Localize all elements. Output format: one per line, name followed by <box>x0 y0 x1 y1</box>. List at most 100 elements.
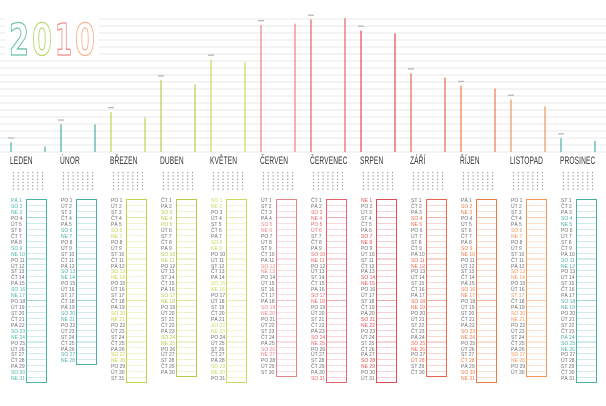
day-label: PÁ 8 <box>461 239 472 246</box>
day-label: PÁ 26 <box>511 346 525 353</box>
day-label: ČT 14 <box>461 275 475 282</box>
day-label: NE 31 <box>11 376 25 383</box>
notes-box <box>326 199 347 384</box>
year-digit: 0 <box>32 15 52 66</box>
day-label: ČT 1 <box>311 198 322 205</box>
day-label: NE 5 <box>561 222 573 229</box>
day-label: PO 2 <box>361 204 373 211</box>
day-label: SO 26 <box>261 346 276 353</box>
day-label: NE 16 <box>211 287 225 294</box>
day-label: ST 10 <box>61 251 75 258</box>
day-label: PÁ 15 <box>461 281 475 288</box>
day-label: SO 16 <box>11 287 26 294</box>
day-label: ST 15 <box>411 281 425 288</box>
day-label: PÁ 11 <box>261 257 275 264</box>
month-column: LEDEN PÁ 1 SO 2 NE 3 PO 4 ÚT 5 ST 6 ČT 7 PÁ 8 SO … <box>10 0 60 406</box>
day-label: ÚT 6 <box>311 227 322 234</box>
day-label: SO 18 <box>411 299 426 306</box>
day-label: NE 5 <box>411 222 423 229</box>
day-label: ÚT 1 <box>261 198 272 205</box>
day-label: PO 27 <box>411 352 426 359</box>
day-label: ČT 30 <box>411 370 425 377</box>
day-label: PO 8 <box>111 239 123 246</box>
day-label: ČT 2 <box>411 204 422 211</box>
day-label: ÚT 25 <box>211 340 225 347</box>
month-name: LISTOPAD <box>510 155 543 167</box>
day-label: SO 10 <box>161 251 176 258</box>
day-label: PO 13 <box>561 269 576 276</box>
day-label: ČT 23 <box>561 328 575 335</box>
day-label: ÚT 7 <box>411 233 422 240</box>
day-label: SO 24 <box>311 334 326 341</box>
day-label: SO 7 <box>361 233 373 240</box>
day-label: ÚT 23 <box>511 328 525 335</box>
day-label: PÁ 8 <box>11 239 22 246</box>
month-name: PROSINEC <box>560 155 596 167</box>
day-label: ČT 8 <box>161 239 172 246</box>
day-label: ST 7 <box>311 233 322 240</box>
day-label: ST 29 <box>411 364 425 371</box>
day-label: ST 17 <box>111 293 125 300</box>
day-label: PÁ 26 <box>61 346 75 353</box>
day-label: NE 18 <box>311 299 325 306</box>
day-label: PÁ 24 <box>561 334 575 341</box>
day-label: ČT 28 <box>461 358 475 365</box>
day-label: SO 20 <box>111 310 126 317</box>
day-label: ST 17 <box>511 293 525 300</box>
day-label: PO 4 <box>461 216 473 223</box>
day-label: NE 20 <box>261 310 275 317</box>
day-label: NE 15 <box>361 281 375 288</box>
day-label: ČT 22 <box>311 322 325 329</box>
day-label: SO 6 <box>511 227 523 234</box>
day-label: ÚT 23 <box>111 328 125 335</box>
day-label: ČT 9 <box>561 245 572 252</box>
day-label: SO 13 <box>61 269 76 276</box>
title-backdrop <box>5 17 99 59</box>
day-label: ST 21 <box>161 316 175 323</box>
month-name: LEDEN <box>10 155 33 167</box>
day-label: ČT 8 <box>311 239 322 246</box>
day-label: ČT 17 <box>261 293 275 300</box>
day-label: ÚT 29 <box>261 364 275 371</box>
day-label: NE 19 <box>561 305 575 312</box>
day-label: SO 23 <box>461 328 476 335</box>
day-label: NE 21 <box>61 316 75 323</box>
day-label: PO 13 <box>411 269 426 276</box>
day-label: NE 3 <box>11 210 23 217</box>
day-label: PÁ 24 <box>411 334 425 341</box>
day-label: SO 3 <box>311 210 323 217</box>
day-label: ÚT 13 <box>311 269 325 276</box>
day-label: ÚT 22 <box>261 322 275 329</box>
day-label: PÁ 2 <box>311 204 322 211</box>
day-label: ÚT 27 <box>311 352 325 359</box>
day-label: PÁ 29 <box>11 364 25 371</box>
day-label: PÁ 19 <box>61 305 75 312</box>
day-label: PÁ 17 <box>561 293 575 300</box>
month-column: DUBEN ČT 1 PÁ 2 SO 3 NE 4 PO 5 ÚT 6 ST 7 ČT 8 PÁ … <box>160 0 210 406</box>
day-label: PO 26 <box>161 346 176 353</box>
day-label: PO 18 <box>461 299 476 306</box>
month-column: PROSINEC ST 1 ČT 2 PÁ 3 SO 4 NE 5 PO 6 ÚT 7 ST 8… <box>560 0 606 406</box>
day-label: ÚT 8 <box>261 239 272 246</box>
day-label: ÚT 9 <box>61 245 72 252</box>
day-label: ÚT 30 <box>111 370 125 377</box>
day-label: NE 17 <box>461 293 475 300</box>
day-label: NE 14 <box>61 275 75 282</box>
day-label: NE 28 <box>511 358 525 365</box>
day-label: PÁ 12 <box>61 263 75 270</box>
day-label: ČT 4 <box>111 216 122 223</box>
day-label: SO 8 <box>211 239 223 246</box>
day-label: ST 15 <box>561 281 575 288</box>
day-label: ČT 5 <box>361 222 372 229</box>
day-label: ÚT 26 <box>11 346 25 353</box>
day-label: NE 21 <box>511 316 525 323</box>
day-label: ST 22 <box>561 322 575 329</box>
day-label: SO 4 <box>561 216 573 223</box>
day-label: PÁ 18 <box>261 299 275 306</box>
day-label: PÁ 13 <box>361 269 375 276</box>
notes-box <box>176 199 197 378</box>
day-label: ČT 4 <box>511 216 522 223</box>
day-label: ČT 26 <box>361 346 375 353</box>
day-label: PÁ 19 <box>111 305 125 312</box>
